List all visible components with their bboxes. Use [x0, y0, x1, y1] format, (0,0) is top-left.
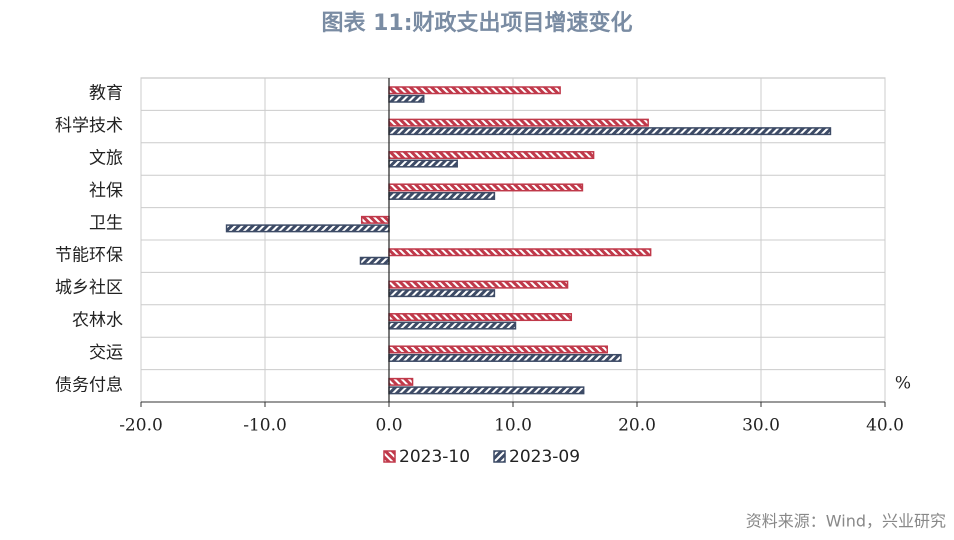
bar [360, 215, 390, 224]
y-tick-label: 农林水 [72, 311, 123, 331]
y-tick-label: 文旅 [89, 149, 123, 169]
x-tick-label: -10.0 [243, 416, 287, 436]
x-tick-label: 10.0 [494, 416, 532, 436]
bar [388, 191, 496, 200]
bar [388, 289, 496, 298]
bar [388, 183, 584, 192]
bar [388, 118, 649, 127]
bar [388, 386, 585, 395]
bar [225, 224, 390, 233]
bar [388, 94, 425, 103]
bar [388, 248, 652, 257]
bar [359, 256, 390, 265]
y-tick-label: 科学技术 [55, 116, 123, 136]
bar [388, 280, 569, 289]
unit-label: % [895, 374, 911, 394]
x-tick-label: 20.0 [618, 416, 656, 436]
y-tick-label: 交运 [89, 343, 123, 363]
legend-label: 2023-10 [399, 447, 470, 467]
bar [388, 321, 517, 330]
x-tick-label: 0.0 [375, 416, 402, 436]
legend-swatch [493, 450, 506, 463]
bar [388, 159, 458, 168]
bar [388, 127, 832, 136]
x-tick-label: 40.0 [866, 416, 904, 436]
x-tick-label: -20.0 [119, 416, 163, 436]
y-tick-label: 教育 [89, 84, 123, 104]
chart-title: 图表 11:财政支出项目增速变化 [321, 10, 632, 36]
bar [388, 86, 561, 95]
x-tick-label: 30.0 [742, 416, 780, 436]
bar [388, 313, 573, 322]
bar [388, 377, 414, 386]
y-tick-label: 社保 [89, 181, 123, 201]
source-note: 资料来源：Wind，兴业研究 [746, 512, 946, 531]
bar [388, 353, 622, 362]
y-tick-label: 债务付息 [55, 375, 123, 395]
legend-swatch [383, 450, 396, 463]
y-tick-label: 节能环保 [55, 246, 123, 266]
y-tick-label: 城乡社区 [55, 278, 123, 298]
legend-label: 2023-09 [509, 447, 580, 467]
bar [388, 151, 595, 160]
y-tick-label: 卫生 [89, 213, 123, 233]
bar [388, 345, 608, 354]
